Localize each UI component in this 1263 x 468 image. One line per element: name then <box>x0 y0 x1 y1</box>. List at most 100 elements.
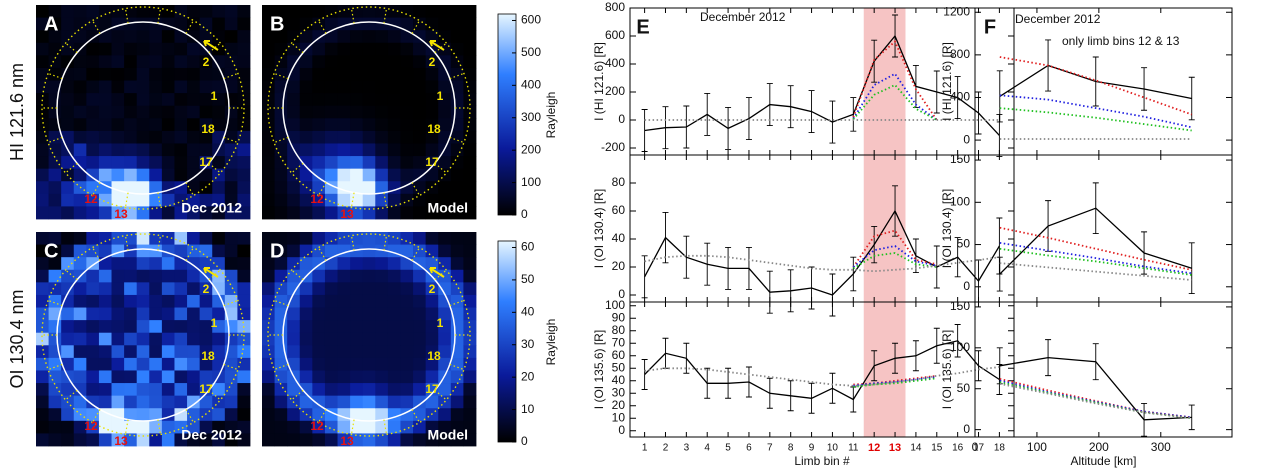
pixel <box>375 433 389 447</box>
pixel <box>287 282 301 296</box>
pixel <box>337 42 351 56</box>
pixel <box>287 269 301 283</box>
limb-bin-label: 17 <box>425 382 439 396</box>
pixel <box>287 320 301 334</box>
pixel <box>61 332 75 346</box>
y-tick-label: 0 <box>963 422 970 436</box>
pixel <box>463 269 477 283</box>
pixel <box>463 257 477 271</box>
pixel <box>337 433 351 447</box>
pixel <box>174 320 188 334</box>
limb-bin-divider <box>91 182 101 196</box>
limb-bin-divider <box>434 162 447 174</box>
pixel <box>48 93 62 107</box>
y-tick-label: 100 <box>950 194 970 208</box>
pixel <box>174 307 188 321</box>
pixel <box>450 294 464 308</box>
x-tick-label: 200 <box>1089 440 1109 454</box>
pixel <box>224 307 238 321</box>
pixel <box>463 232 477 245</box>
pixel <box>287 42 301 56</box>
annotation: December 2012 <box>1015 12 1101 26</box>
pixel <box>337 307 351 321</box>
pixel <box>111 232 125 245</box>
pixel <box>98 307 112 321</box>
pixel <box>98 105 112 119</box>
pixel <box>274 93 288 107</box>
pixel <box>362 257 376 271</box>
pixel <box>174 232 188 245</box>
pixel <box>312 181 326 195</box>
pixel <box>337 130 351 144</box>
pixel <box>463 307 477 321</box>
pixel <box>450 383 464 397</box>
limb-bin-divider <box>47 72 63 80</box>
colorbar-tick-label: 500 <box>521 45 541 59</box>
pixel <box>48 383 62 397</box>
outer-limb <box>267 233 471 437</box>
pixel <box>438 67 452 81</box>
pixel <box>161 257 175 271</box>
colorbar <box>497 240 517 443</box>
pixel <box>224 257 238 271</box>
pixel <box>299 118 313 132</box>
pixel <box>450 257 464 271</box>
pixel <box>187 383 201 397</box>
pixel <box>413 30 427 44</box>
pixel <box>362 206 376 220</box>
pixel <box>237 307 251 321</box>
panel-caption: Model <box>428 200 468 216</box>
pixel <box>299 17 313 31</box>
y-tick-label: 0 <box>618 112 625 126</box>
row-label: OI 130.4 nm <box>7 289 27 388</box>
pixel <box>199 80 213 94</box>
pixel <box>237 93 251 107</box>
x-tick-label: 18 <box>994 443 1006 454</box>
pixel <box>48 332 62 346</box>
pixel <box>124 332 138 346</box>
y-tick-label: 30 <box>612 385 626 399</box>
pixel <box>387 206 401 220</box>
pixel <box>111 130 125 144</box>
pixel <box>124 55 138 69</box>
direction-arrow <box>429 267 445 278</box>
pixel <box>287 433 301 447</box>
pixel <box>425 332 439 346</box>
pixel <box>425 395 439 409</box>
pixel <box>337 206 351 220</box>
pixel <box>413 181 427 195</box>
error-bar <box>1092 182 1099 235</box>
pixel <box>48 67 62 81</box>
pixel <box>86 55 100 69</box>
pixel <box>425 282 439 296</box>
pixel <box>262 30 275 44</box>
pixel <box>174 17 188 31</box>
pixel <box>362 181 376 195</box>
pixel <box>387 93 401 107</box>
pixel <box>174 5 188 18</box>
pixel <box>98 332 112 346</box>
pixel <box>61 193 75 207</box>
pixel <box>438 17 452 31</box>
pixel <box>362 193 376 207</box>
pixel <box>262 206 275 220</box>
pixel <box>312 395 326 409</box>
pixel <box>262 332 275 346</box>
pixel <box>136 357 150 371</box>
pixel <box>362 30 376 44</box>
pixel <box>324 118 338 132</box>
series-line <box>852 252 937 270</box>
pixel <box>212 294 226 308</box>
pixel <box>438 156 452 170</box>
pixel <box>387 80 401 94</box>
pixel <box>413 320 427 334</box>
pixel <box>362 244 376 258</box>
pixel <box>86 93 100 107</box>
pixel <box>199 168 213 182</box>
pixel <box>111 55 125 69</box>
pixel <box>48 5 62 18</box>
x-tick-label: 4 <box>704 443 710 454</box>
pixel <box>212 257 226 271</box>
pixel <box>187 17 201 31</box>
error-bar <box>641 255 648 299</box>
